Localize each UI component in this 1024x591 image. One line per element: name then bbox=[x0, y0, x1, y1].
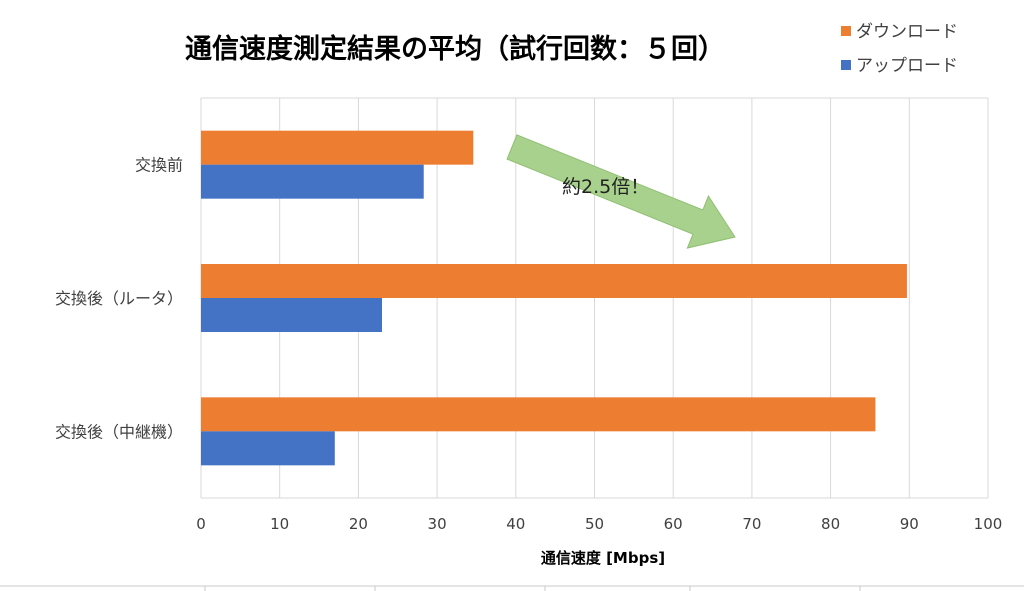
chart-title: 通信速度測定結果の平均（試行回数：５回） bbox=[185, 33, 725, 65]
x-tick-label: 100 bbox=[974, 515, 1003, 533]
bar-download bbox=[201, 397, 876, 432]
x-tick-labels: 0 10 20 30 40 50 60 70 80 90 100 bbox=[196, 515, 1002, 533]
annotation: 約2.5倍！ bbox=[506, 134, 736, 249]
category-label: 交換後（中継機） bbox=[55, 422, 183, 441]
bar-upload bbox=[201, 431, 335, 466]
x-tick-label: 70 bbox=[742, 515, 761, 533]
bar-upload bbox=[201, 164, 424, 199]
annotation-arrow bbox=[506, 134, 736, 249]
x-tick-label: 80 bbox=[821, 515, 840, 533]
x-tick-label: 0 bbox=[196, 515, 206, 533]
x-axis-title: 通信速度 [Mbps] bbox=[541, 549, 665, 567]
x-tick-label: 20 bbox=[349, 515, 368, 533]
x-tick-label: 40 bbox=[506, 515, 525, 533]
bar-download bbox=[201, 264, 907, 298]
bars bbox=[201, 130, 907, 466]
x-tick-label: 30 bbox=[428, 515, 447, 533]
category-label: 交換後（ルータ） bbox=[55, 289, 183, 308]
annotation-text: 約2.5倍！ bbox=[562, 176, 649, 198]
bar-upload bbox=[201, 298, 383, 332]
x-tick-label: 10 bbox=[270, 515, 289, 533]
x-tick-label: 90 bbox=[900, 515, 919, 533]
x-tick-label: 60 bbox=[664, 515, 683, 533]
legend-label-upload: アップロード bbox=[856, 56, 958, 76]
legend-label-download: ダウンロード bbox=[856, 22, 958, 42]
legend: ダウンロード アップロード bbox=[841, 22, 958, 76]
bar-download bbox=[201, 130, 474, 165]
legend-swatch-upload bbox=[841, 60, 851, 70]
x-tick-label: 50 bbox=[585, 515, 604, 533]
legend-swatch-download bbox=[841, 26, 851, 36]
category-label: 交換前 bbox=[135, 156, 183, 175]
